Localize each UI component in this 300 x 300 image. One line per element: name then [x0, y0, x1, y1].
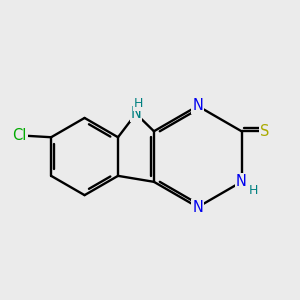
Text: N: N: [192, 98, 203, 113]
Text: H: H: [134, 98, 143, 110]
Text: N: N: [236, 174, 247, 189]
Text: N: N: [192, 200, 203, 214]
Text: H: H: [248, 184, 258, 196]
Text: N: N: [130, 106, 141, 121]
Text: S: S: [260, 124, 270, 139]
Text: Cl: Cl: [12, 128, 27, 143]
